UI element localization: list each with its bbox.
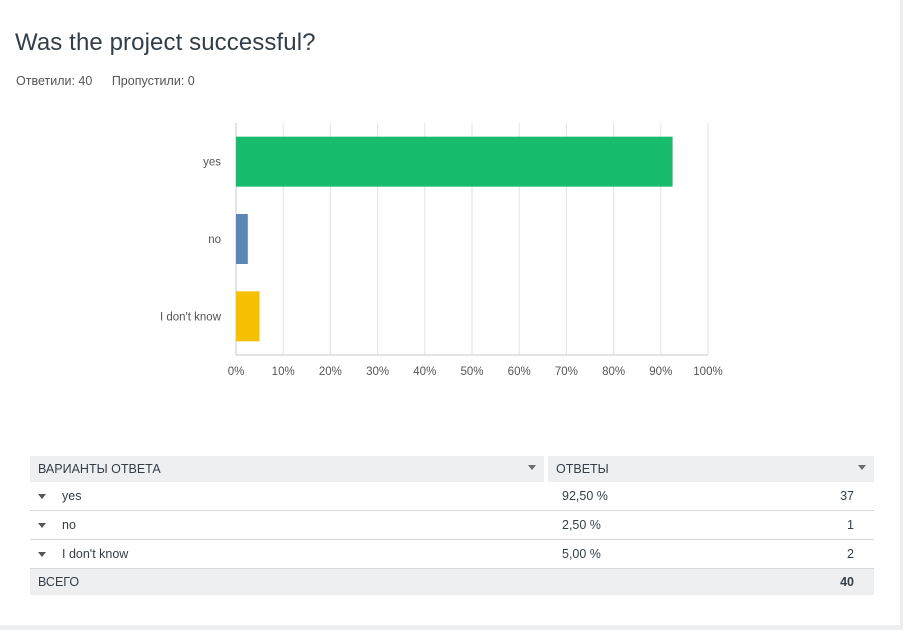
row-label: no bbox=[62, 518, 76, 532]
bar-idk bbox=[236, 291, 260, 342]
sort-arrow-icon[interactable] bbox=[528, 465, 536, 470]
sort-arrow-icon[interactable] bbox=[858, 465, 866, 470]
table-row: I don't know 5,00 % 2 bbox=[30, 539, 874, 569]
x-tick-label: 70% bbox=[555, 366, 578, 378]
x-tick-label: 0% bbox=[228, 366, 245, 378]
category-label: yes bbox=[203, 157, 221, 169]
response-stats: Ответили: 40 Пропустили: 0 bbox=[16, 74, 211, 88]
category-label: I don't know bbox=[160, 311, 222, 323]
x-tick-label: 10% bbox=[272, 366, 295, 378]
total-count: 40 bbox=[812, 568, 874, 595]
bar-no bbox=[236, 214, 248, 264]
x-tick-label: 90% bbox=[649, 366, 672, 378]
row-label: yes bbox=[62, 489, 82, 503]
row-count: 37 bbox=[812, 482, 874, 511]
expand-caret-icon[interactable] bbox=[38, 494, 46, 500]
x-tick-label: 100% bbox=[693, 366, 722, 378]
responses-table: ВАРИАНТЫ ОТВЕТА ОТВЕТЫ yes 92,50 % 37 no… bbox=[30, 456, 874, 595]
total-row: ВСЕГО 40 bbox=[30, 568, 874, 595]
table-row: yes 92,50 % 37 bbox=[30, 482, 874, 511]
header-answer-choices[interactable]: ВАРИАНТЫ ОТВЕТА bbox=[30, 456, 548, 482]
skipped-count: Пропустили: 0 bbox=[111, 74, 195, 88]
x-tick-label: 20% bbox=[319, 366, 342, 378]
x-tick-label: 30% bbox=[366, 366, 389, 378]
bar-yes bbox=[236, 136, 673, 187]
x-tick-label: 80% bbox=[602, 366, 625, 378]
x-tick-label: 60% bbox=[508, 366, 531, 378]
bar-chart: 0% 10% 20% 30% 40% 50% 60% 70% 80% 90% 100% yes no I … bbox=[160, 123, 723, 378]
row-percent: 2,50 % bbox=[546, 510, 812, 540]
table-row: no 2,50 % 1 bbox=[30, 510, 874, 540]
row-count: 2 bbox=[812, 539, 874, 569]
row-label: I don't know bbox=[62, 547, 129, 561]
question-title: Was the project successful? bbox=[15, 29, 316, 56]
header-responses[interactable]: ОТВЕТЫ bbox=[546, 456, 874, 482]
row-percent: 5,00 % bbox=[546, 539, 812, 569]
x-tick-label: 40% bbox=[413, 366, 436, 378]
category-label: no bbox=[208, 234, 221, 246]
expand-caret-icon[interactable] bbox=[38, 552, 46, 558]
total-label: ВСЕГО bbox=[30, 568, 546, 595]
answered-count: Ответили: 40 bbox=[16, 74, 93, 88]
expand-caret-icon[interactable] bbox=[38, 523, 46, 529]
row-count: 1 bbox=[812, 510, 874, 540]
x-tick-label: 50% bbox=[460, 366, 483, 378]
row-percent: 92,50 % bbox=[546, 482, 812, 511]
